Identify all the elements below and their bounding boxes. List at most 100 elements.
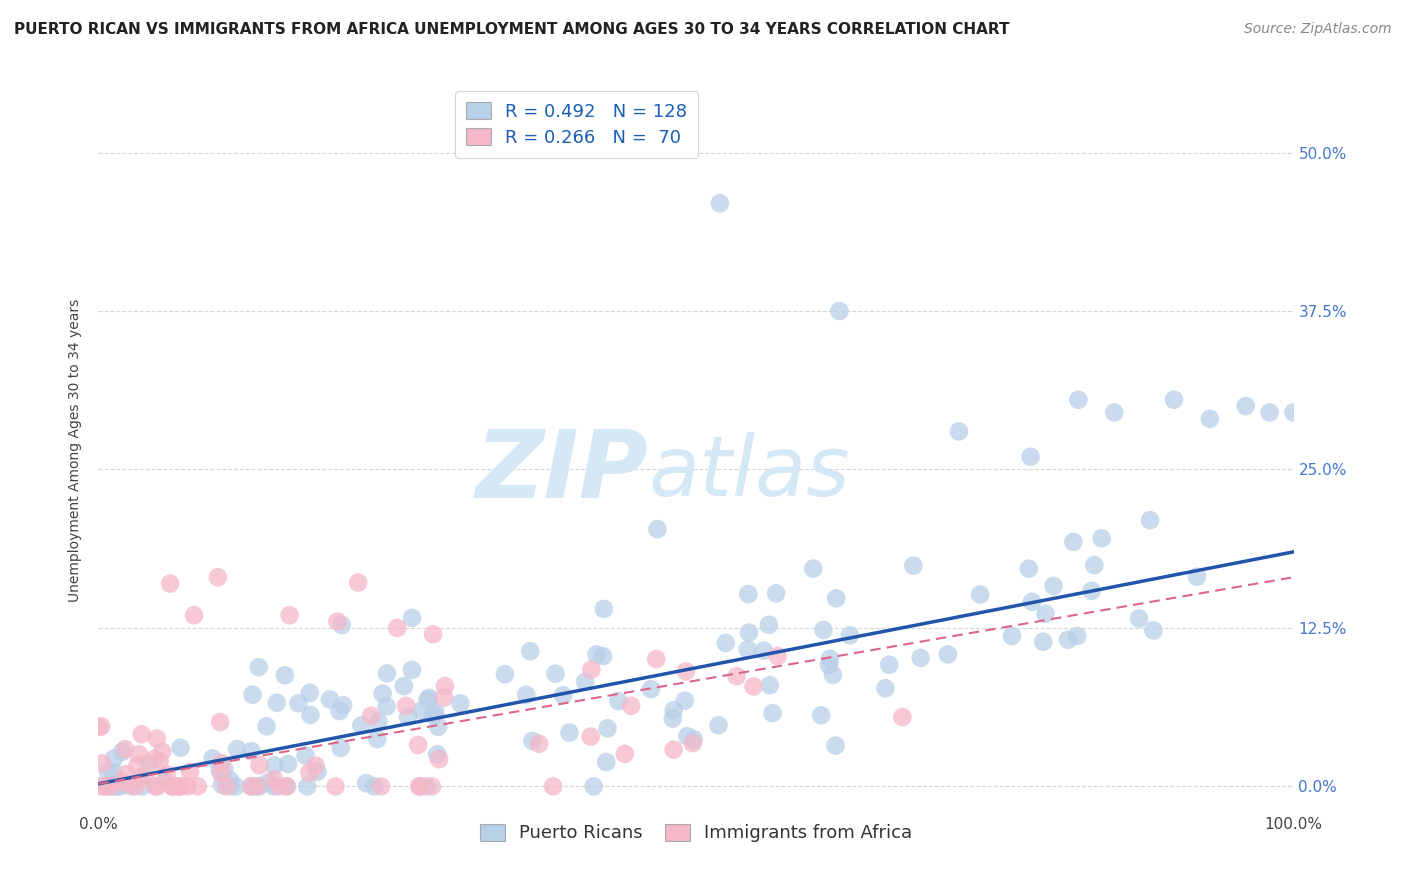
Point — [350, 718, 373, 732]
Point — [541, 780, 564, 794]
Point — [329, 704, 352, 718]
Point — [1057, 632, 1080, 647]
Point — [107, 780, 129, 794]
Point — [332, 698, 354, 713]
Point — [142, 752, 165, 766]
Legend: Puerto Ricans, Immigrants from Africa: Puerto Ricans, Immigrants from Africa — [468, 813, 924, 854]
Point — [821, 668, 844, 682]
Point — [242, 688, 264, 702]
Point — [167, 780, 190, 794]
Point — [1139, 513, 1161, 527]
Point — [153, 774, 176, 789]
Point — [127, 758, 149, 772]
Point — [682, 736, 704, 750]
Point — [240, 780, 263, 794]
Point — [825, 591, 848, 606]
Text: ZIP: ZIP — [475, 426, 648, 518]
Point — [1104, 405, 1126, 419]
Point — [277, 757, 299, 772]
Text: PUERTO RICAN VS IMMIGRANTS FROM AFRICA UNEMPLOYMENT AMONG AGES 30 TO 34 YEARS CO: PUERTO RICAN VS IMMIGRANTS FROM AFRICA U… — [14, 22, 1010, 37]
Point — [146, 780, 169, 794]
Point — [159, 576, 181, 591]
Point — [673, 694, 696, 708]
Point — [100, 780, 122, 794]
Point — [124, 780, 146, 794]
Point — [176, 780, 198, 794]
Point — [714, 636, 737, 650]
Point — [401, 611, 423, 625]
Point — [738, 625, 761, 640]
Point — [246, 780, 269, 794]
Point — [1234, 399, 1257, 413]
Point — [420, 780, 443, 794]
Point — [433, 690, 456, 705]
Point — [415, 780, 437, 794]
Point — [527, 737, 550, 751]
Point — [875, 681, 897, 696]
Point — [1067, 392, 1090, 407]
Point — [247, 780, 270, 794]
Point — [375, 699, 398, 714]
Point — [579, 730, 602, 744]
Point — [426, 747, 449, 762]
Point — [607, 694, 630, 708]
Point — [91, 756, 114, 771]
Point — [209, 766, 232, 780]
Point — [581, 663, 603, 677]
Point — [409, 780, 432, 794]
Point — [146, 731, 169, 746]
Point — [1091, 532, 1114, 546]
Point — [662, 712, 685, 726]
Point — [276, 780, 298, 794]
Point — [187, 780, 209, 794]
Point — [585, 648, 607, 662]
Point — [278, 608, 301, 623]
Point — [433, 679, 456, 693]
Point — [183, 608, 205, 623]
Point — [427, 720, 450, 734]
Point — [877, 657, 900, 672]
Point — [103, 751, 125, 765]
Point — [422, 627, 444, 641]
Point — [396, 710, 419, 724]
Point — [515, 688, 537, 702]
Point — [262, 780, 284, 794]
Point — [226, 742, 249, 756]
Point — [1001, 629, 1024, 643]
Point — [363, 780, 385, 794]
Point — [307, 764, 329, 779]
Point — [613, 747, 636, 761]
Point — [574, 674, 596, 689]
Point — [675, 665, 697, 679]
Point — [156, 767, 179, 781]
Point — [385, 621, 409, 635]
Point — [1282, 405, 1305, 419]
Point — [582, 780, 605, 794]
Point — [269, 780, 291, 794]
Point — [742, 680, 765, 694]
Point — [1083, 558, 1105, 573]
Point — [676, 729, 699, 743]
Point — [838, 628, 860, 642]
Point — [948, 425, 970, 439]
Point — [418, 690, 440, 705]
Point — [304, 758, 326, 772]
Point — [620, 698, 643, 713]
Point — [201, 751, 224, 765]
Point — [97, 780, 120, 794]
Point — [761, 706, 783, 720]
Point — [813, 623, 835, 637]
Point — [801, 561, 824, 575]
Point — [544, 666, 567, 681]
Point — [416, 692, 439, 706]
Point — [824, 739, 846, 753]
Point — [131, 780, 153, 794]
Point — [326, 615, 349, 629]
Point — [596, 722, 619, 736]
Point — [354, 776, 377, 790]
Point — [449, 696, 471, 710]
Point — [592, 649, 614, 664]
Point — [225, 780, 247, 794]
Point — [709, 196, 731, 211]
Point — [240, 744, 263, 758]
